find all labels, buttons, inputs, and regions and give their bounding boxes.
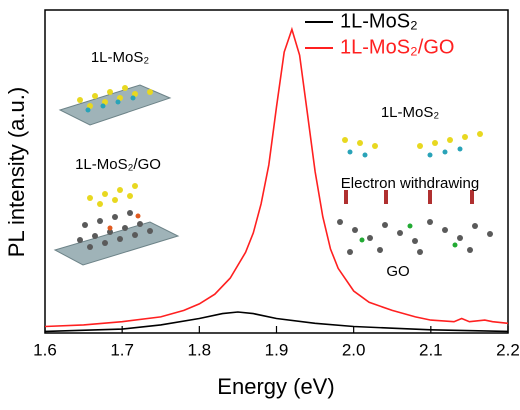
- x-axis-label: Energy (eV): [217, 374, 334, 399]
- x-tick-label: 1.6: [33, 340, 57, 359]
- inset-left-top: [58, 84, 172, 126]
- annotation: 1L-MoS₂: [91, 49, 150, 66]
- annotation: Electron withdrawing: [341, 175, 479, 192]
- inset-right: [337, 131, 493, 255]
- legend-label: 1L-MoS₂: [340, 10, 418, 32]
- x-tick-label: 2.2: [496, 340, 520, 359]
- series-line: [44, 311, 509, 333]
- y-axis-label: PL intensity (a.u.): [4, 87, 29, 257]
- annotation: 1L-MoS₂: [381, 104, 440, 121]
- series-line: [44, 26, 509, 328]
- annotation: GO: [386, 263, 409, 280]
- legend-label: 1L-MoS₂/GO: [340, 36, 454, 58]
- x-tick-label: 2.1: [419, 340, 443, 359]
- x-tick-label: 2.0: [342, 340, 366, 359]
- x-tick-label: 1.7: [110, 340, 134, 359]
- x-tick-label: 1.8: [188, 340, 212, 359]
- inset-left-bottom: [53, 183, 180, 266]
- annotation: 1L-MoS₂/GO: [75, 156, 161, 173]
- x-tick-label: 1.9: [265, 340, 289, 359]
